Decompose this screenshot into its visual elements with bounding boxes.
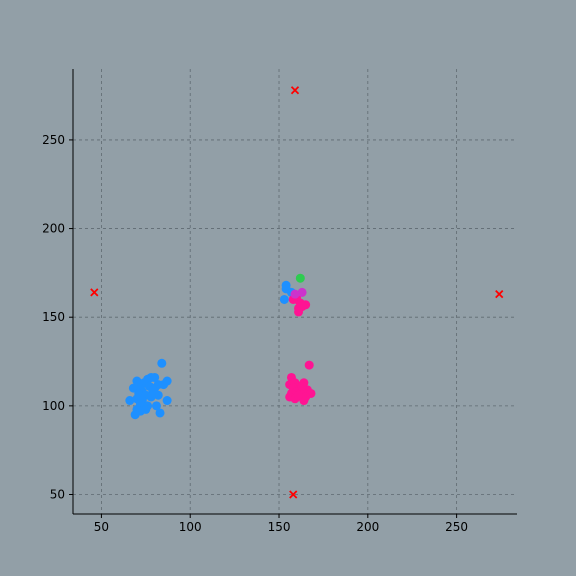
y-tick-label-250: 250 (42, 133, 65, 147)
green-data-point (296, 274, 305, 283)
y-tick-label-150: 150 (42, 310, 65, 324)
pink-data-point (305, 361, 314, 370)
blue-data-point (159, 380, 168, 389)
blue-data-point (163, 396, 172, 405)
magenta-data-point (291, 290, 300, 299)
x-tick-label-200: 200 (356, 520, 379, 534)
blue-data-point (280, 295, 289, 304)
blue-data-point (157, 359, 166, 368)
x-tick-label-50: 50 (94, 520, 109, 534)
data-points (91, 87, 503, 498)
pink-data-point (298, 382, 307, 391)
x-marker-point (496, 291, 503, 298)
blue-data-point (125, 396, 134, 405)
x-marker-point (91, 289, 98, 296)
y-tick-label-100: 100 (42, 399, 65, 413)
tick-labels: 50 100 150 200 250 50 100 150 200 250 (42, 133, 468, 534)
y-tick-label-200: 200 (42, 222, 65, 236)
y-tick-label-50: 50 (50, 487, 65, 501)
pink-data-point (294, 307, 303, 316)
x-tick-label-100: 100 (179, 520, 202, 534)
blue-data-point (131, 410, 140, 419)
pink-data-point (294, 391, 303, 400)
x-tick-label-250: 250 (445, 520, 468, 534)
x-marker-point (292, 87, 299, 94)
blue-data-point (156, 408, 165, 417)
blue-data-point (148, 385, 157, 394)
x-tick-label-150: 150 (268, 520, 291, 534)
